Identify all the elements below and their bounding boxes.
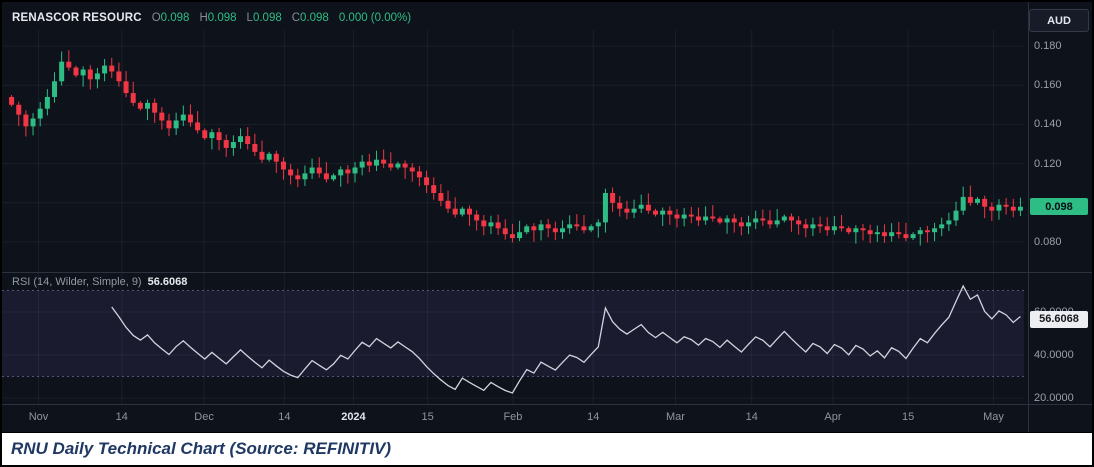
currency-button[interactable]: AUD — [1029, 9, 1089, 32]
ohlc-close: C0.098 — [292, 12, 329, 24]
price-tick-label: 0.080 — [1034, 236, 1062, 248]
ohlc-open: O0.098 — [152, 12, 190, 24]
close-value: 0.098 — [300, 12, 329, 24]
time-tick-label: Dec — [194, 411, 214, 423]
rsi-current-value: 56.6068 — [147, 276, 188, 288]
rsi-indicator-label[interactable]: RSI (14, Wilder, Simple, 9) 56.6068 — [12, 276, 187, 288]
price-tick-label: 0.140 — [1034, 118, 1062, 131]
low-value: 0.098 — [252, 12, 282, 24]
chart-root: RENASCOR RESOURC O0.098 H0.098 L0.098 C0… — [2, 2, 1092, 432]
price-tick-label: 0.180 — [1034, 40, 1062, 52]
time-tick-label: 14 — [587, 411, 600, 423]
rsi-band-layer — [2, 290, 1024, 377]
caption-text: RNU Daily Technical Chart (Source: REFIN… — [11, 439, 392, 458]
time-tick-label: Apr — [824, 411, 842, 423]
open-key: O — [151, 12, 161, 24]
rsi-label-text: RSI (14, Wilder, Simple, 9) — [12, 276, 142, 288]
change-readout: 0.000 (0.00%) — [338, 12, 412, 24]
time-tick-label: Feb — [503, 411, 523, 423]
high-key: H — [199, 12, 208, 24]
time-tick-label: 2024 — [341, 411, 366, 423]
last-price-badge: 0.098 — [1030, 198, 1088, 216]
ohlc-high: H0.098 — [199, 12, 236, 24]
caption-bar: RNU Daily Technical Chart (Source: REFIN… — [2, 432, 1092, 465]
time-tick-label: 15 — [421, 411, 434, 423]
rsi-tick-label: 40.0000 — [1034, 349, 1074, 361]
high-value: 0.098 — [207, 12, 237, 24]
time-tick-label: 14 — [278, 411, 291, 423]
symbol-name[interactable]: RENASCOR RESOURC — [12, 12, 142, 24]
time-tick-label: 14 — [115, 411, 128, 423]
symbol-legend: RENASCOR RESOURC O0.098 H0.098 L0.098 C0… — [12, 12, 411, 24]
low-key: L — [246, 12, 253, 24]
pane-separators — [2, 2, 1092, 432]
time-tick-label: Mar — [666, 411, 685, 423]
rsi-tick-label: 20.0000 — [1034, 392, 1074, 404]
price-tick-label: 0.120 — [1034, 157, 1062, 170]
candles-layer — [9, 50, 1023, 246]
rsi-line-layer — [111, 284, 1021, 394]
time-tick-label: May — [983, 411, 1004, 423]
rsi-value-badge: 56.6068 — [1030, 310, 1088, 328]
open-value: 0.098 — [160, 12, 190, 24]
time-tick-label: 14 — [745, 411, 758, 423]
time-tick-label: 15 — [902, 411, 915, 423]
price-chart-svg[interactable] — [2, 2, 1092, 432]
time-tick-label: Nov — [28, 411, 49, 423]
close-key: C — [291, 12, 301, 24]
ohlc-low: L0.098 — [247, 12, 282, 24]
price-tick-label: 0.160 — [1034, 79, 1062, 92]
